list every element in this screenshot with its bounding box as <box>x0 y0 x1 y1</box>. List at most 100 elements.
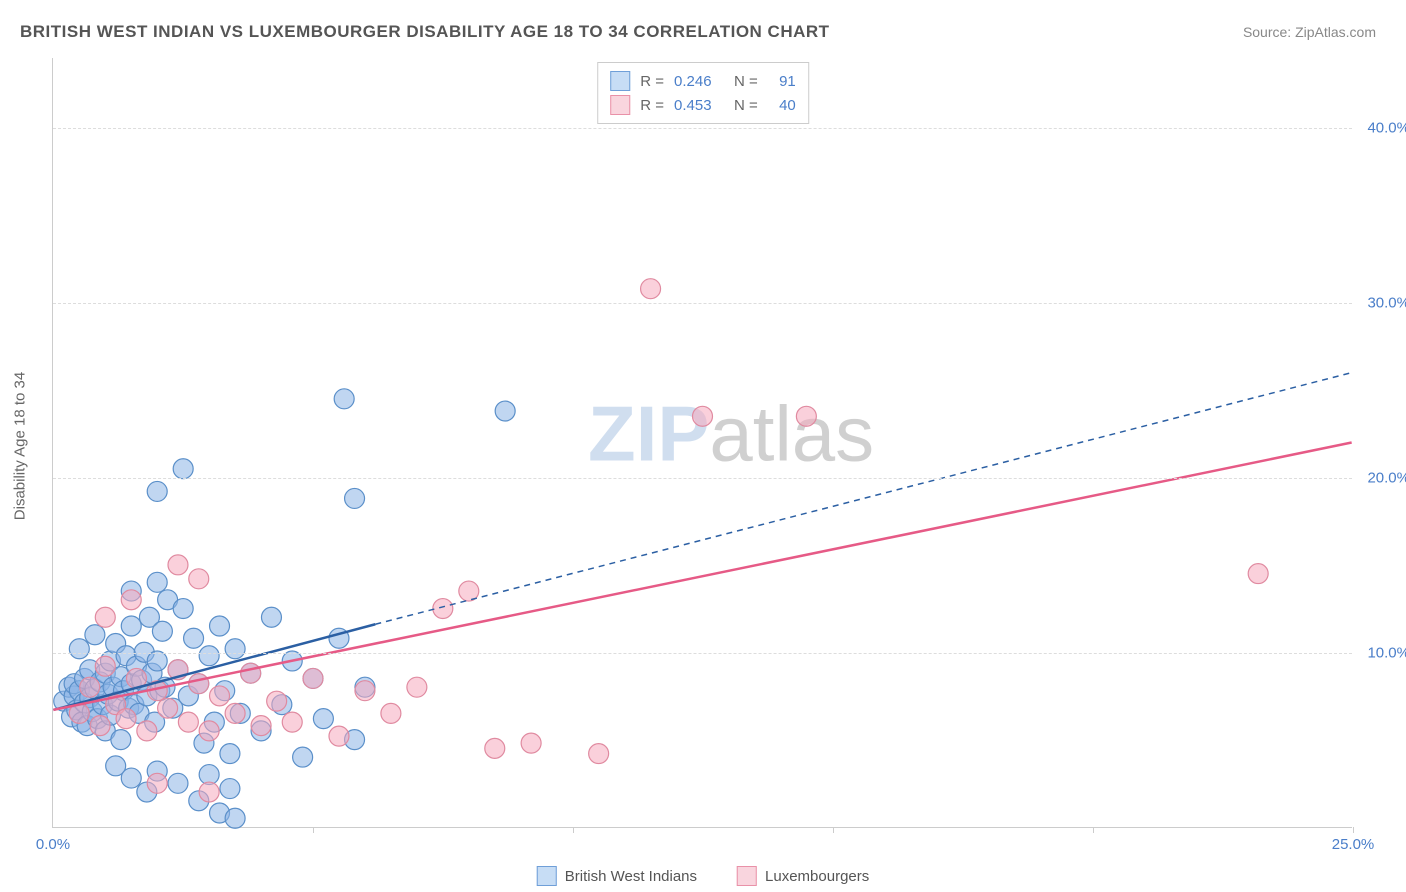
scatter-point-lux <box>267 691 287 711</box>
scatter-point-bwi <box>173 599 193 619</box>
scatter-point-lux <box>199 782 219 802</box>
series-legend-item: Luxembourgers <box>737 866 869 886</box>
scatter-point-bwi <box>69 639 89 659</box>
scatter-point-lux <box>251 716 271 736</box>
scatter-point-bwi <box>111 730 131 750</box>
scatter-point-bwi <box>147 572 167 592</box>
chart-container: BRITISH WEST INDIAN VS LUXEMBOURGER DISA… <box>0 0 1406 892</box>
scatter-point-bwi <box>121 616 141 636</box>
chart-svg <box>53 58 1352 827</box>
scatter-point-bwi <box>184 628 204 648</box>
scatter-point-lux <box>158 698 178 718</box>
scatter-point-bwi <box>168 773 188 793</box>
scatter-point-lux <box>90 716 110 736</box>
scatter-point-lux <box>589 744 609 764</box>
scatter-point-lux <box>168 555 188 575</box>
xtick <box>1093 827 1094 833</box>
series-legend-item: British West Indians <box>537 866 697 886</box>
scatter-point-bwi <box>199 646 219 666</box>
scatter-point-lux <box>95 607 115 627</box>
stat-n-label: N = <box>734 97 758 114</box>
scatter-point-lux <box>407 677 427 697</box>
gridline-h <box>53 478 1352 479</box>
scatter-point-lux <box>95 656 115 676</box>
series-legend: British West Indians Luxembourgers <box>537 866 870 886</box>
gridline-h <box>53 128 1352 129</box>
ytick-label: 10.0% <box>1367 645 1406 662</box>
scatter-point-bwi <box>147 481 167 501</box>
stats-row: R = 0.453 N = 40 <box>610 93 796 117</box>
scatter-point-bwi <box>313 709 333 729</box>
swatch-icon <box>537 866 557 886</box>
scatter-point-lux <box>241 663 261 683</box>
scatter-point-bwi <box>121 768 141 788</box>
xtick <box>313 827 314 833</box>
scatter-point-lux <box>189 569 209 589</box>
scatter-point-lux <box>282 712 302 732</box>
stats-row: R = 0.246 N = 91 <box>610 69 796 93</box>
scatter-point-bwi <box>334 389 354 409</box>
ytick-label: 40.0% <box>1367 120 1406 137</box>
scatter-point-bwi <box>173 459 193 479</box>
scatter-point-lux <box>147 773 167 793</box>
scatter-point-bwi <box>152 621 172 641</box>
scatter-point-lux <box>137 721 157 741</box>
scatter-point-lux <box>178 712 198 732</box>
xtick-label: 25.0% <box>1332 836 1375 853</box>
swatch-icon <box>737 866 757 886</box>
y-axis-label: Disability Age 18 to 34 <box>12 372 29 520</box>
scatter-point-lux <box>693 406 713 426</box>
chart-title: BRITISH WEST INDIAN VS LUXEMBOURGER DISA… <box>20 22 830 42</box>
scatter-point-lux <box>199 721 219 741</box>
stat-r-value: 0.453 <box>674 97 724 114</box>
scatter-point-bwi <box>225 639 245 659</box>
regression-solid-lux <box>53 443 1351 710</box>
scatter-point-bwi <box>220 779 240 799</box>
regression-dashed-bwi <box>375 373 1351 625</box>
stat-n-value: 91 <box>768 73 796 90</box>
scatter-point-lux <box>121 590 141 610</box>
scatter-point-bwi <box>345 488 365 508</box>
xtick <box>1353 827 1354 833</box>
scatter-point-lux <box>355 681 375 701</box>
stat-r-label: R = <box>640 97 664 114</box>
scatter-point-lux <box>116 709 136 729</box>
scatter-point-bwi <box>220 744 240 764</box>
series-legend-label: British West Indians <box>565 868 697 885</box>
scatter-point-lux <box>189 674 209 694</box>
scatter-point-bwi <box>210 616 230 636</box>
ytick-label: 20.0% <box>1367 470 1406 487</box>
stat-r-label: R = <box>640 73 664 90</box>
scatter-point-lux <box>641 279 661 299</box>
stat-r-value: 0.246 <box>674 73 724 90</box>
gridline-h <box>53 303 1352 304</box>
scatter-point-lux <box>225 703 245 723</box>
gridline-h <box>53 653 1352 654</box>
xtick <box>833 827 834 833</box>
stats-legend: R = 0.246 N = 91 R = 0.453 N = 40 <box>597 62 809 124</box>
swatch-icon <box>610 71 630 91</box>
ytick-label: 30.0% <box>1367 295 1406 312</box>
scatter-point-lux <box>1248 564 1268 584</box>
scatter-point-lux <box>433 599 453 619</box>
scatter-point-bwi <box>293 747 313 767</box>
stat-n-value: 40 <box>768 97 796 114</box>
scatter-point-lux <box>796 406 816 426</box>
scatter-point-lux <box>303 668 323 688</box>
scatter-point-lux <box>329 726 349 746</box>
source-label: Source: ZipAtlas.com <box>1243 24 1376 40</box>
scatter-point-lux <box>210 686 230 706</box>
scatter-point-lux <box>521 733 541 753</box>
scatter-point-bwi <box>85 625 105 645</box>
xtick <box>573 827 574 833</box>
scatter-point-lux <box>80 677 100 697</box>
scatter-point-bwi <box>225 808 245 828</box>
stat-n-label: N = <box>734 73 758 90</box>
series-legend-label: Luxembourgers <box>765 868 869 885</box>
scatter-point-lux <box>485 738 505 758</box>
scatter-point-bwi <box>495 401 515 421</box>
plot-area: ZIPatlas 10.0%20.0%30.0%40.0%0.0%25.0% <box>52 58 1352 828</box>
xtick-label: 0.0% <box>36 836 70 853</box>
scatter-point-bwi <box>261 607 281 627</box>
scatter-point-lux <box>381 703 401 723</box>
